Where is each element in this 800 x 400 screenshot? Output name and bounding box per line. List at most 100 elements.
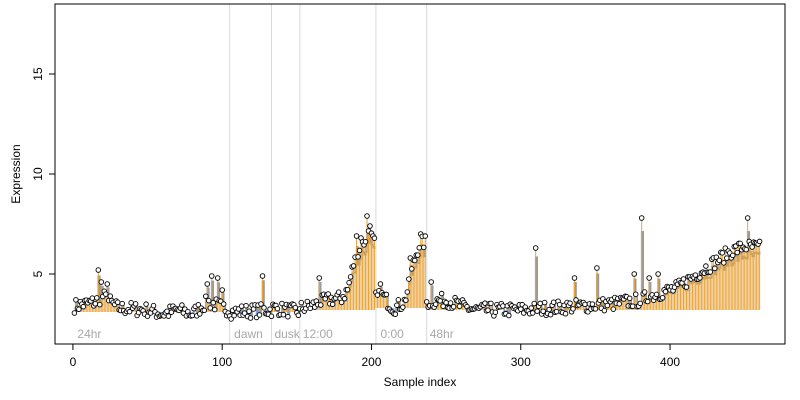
data-point xyxy=(644,298,651,305)
data-point xyxy=(653,291,660,298)
data-point xyxy=(119,300,125,307)
data-point xyxy=(743,246,749,253)
data-point xyxy=(247,315,254,321)
data-point xyxy=(404,289,411,295)
data-point xyxy=(589,301,596,307)
data-point xyxy=(683,284,690,290)
segment-label: 24hr xyxy=(77,327,101,341)
separator-layer xyxy=(229,4,428,344)
data-point xyxy=(195,301,202,308)
point-layer xyxy=(71,213,763,322)
data-point xyxy=(150,302,157,309)
data-point xyxy=(482,300,488,306)
x-axis-label: Sample index xyxy=(384,375,457,389)
data-point xyxy=(383,291,390,298)
data-point xyxy=(659,294,666,301)
data-point xyxy=(377,281,384,287)
data-point xyxy=(168,309,175,315)
y-tick-label: 15 xyxy=(31,67,45,81)
data-point xyxy=(422,233,428,239)
data-point xyxy=(231,312,237,319)
data-point xyxy=(626,295,633,302)
segment-label: 0:00 xyxy=(380,327,404,341)
data-point xyxy=(582,301,588,308)
data-point xyxy=(680,276,687,282)
data-point xyxy=(488,300,494,307)
data-point xyxy=(403,297,409,304)
data-point xyxy=(571,275,578,281)
data-point xyxy=(104,281,110,287)
data-point xyxy=(219,287,225,293)
y-axis: 5 10 15 xyxy=(31,67,55,277)
data-point xyxy=(189,312,196,319)
data-point xyxy=(298,299,305,306)
data-point xyxy=(547,311,554,318)
data-point xyxy=(347,274,354,280)
data-point xyxy=(556,301,563,308)
data-point xyxy=(197,311,203,317)
data-point xyxy=(629,303,636,309)
data-point xyxy=(280,311,287,318)
data-point xyxy=(592,306,599,312)
segment-label: 12:00 xyxy=(303,327,333,341)
data-point xyxy=(164,308,170,314)
data-point xyxy=(295,312,302,319)
data-point xyxy=(737,240,743,247)
data-point xyxy=(268,313,275,320)
data-point xyxy=(210,299,216,306)
data-point xyxy=(256,312,263,318)
data-point xyxy=(734,249,740,256)
data-point xyxy=(400,304,406,310)
data-point xyxy=(450,303,457,310)
data-point xyxy=(258,301,264,307)
data-point xyxy=(550,299,557,305)
data-point xyxy=(756,238,763,245)
y-tick-label: 10 xyxy=(31,167,45,181)
data-point xyxy=(531,300,537,307)
data-point xyxy=(356,247,363,254)
x-tick-label: 200 xyxy=(361,355,381,369)
data-point xyxy=(132,301,139,307)
data-point xyxy=(601,307,608,314)
data-point xyxy=(537,300,543,307)
data-point xyxy=(201,307,208,314)
segment-label: 48hr xyxy=(430,327,454,341)
data-point xyxy=(637,300,643,307)
data-point xyxy=(485,307,491,313)
data-point xyxy=(616,301,623,307)
data-point xyxy=(697,275,703,281)
data-point xyxy=(76,306,82,312)
data-point xyxy=(428,279,434,285)
data-point xyxy=(206,297,212,304)
data-point xyxy=(103,291,109,297)
data-point xyxy=(350,263,357,269)
data-point xyxy=(165,313,172,319)
data-point xyxy=(492,309,499,315)
segment-label: dusk xyxy=(274,327,300,341)
data-point xyxy=(730,252,736,259)
data-point xyxy=(546,306,552,313)
data-point xyxy=(447,300,454,306)
data-point xyxy=(261,305,267,311)
data-point xyxy=(420,244,427,251)
data-point xyxy=(721,260,727,266)
data-point xyxy=(238,303,245,309)
data-point xyxy=(540,308,546,314)
data-point xyxy=(355,254,361,260)
data-point xyxy=(749,244,755,250)
data-point xyxy=(456,303,463,310)
data-point xyxy=(353,233,360,239)
x-tick-label: 300 xyxy=(511,355,531,369)
data-point xyxy=(567,300,573,306)
data-point xyxy=(228,316,234,322)
segment-label: dawn xyxy=(234,327,263,341)
data-point xyxy=(114,299,121,306)
data-point xyxy=(724,255,730,261)
data-point xyxy=(395,297,402,303)
data-point xyxy=(529,310,536,316)
data-point xyxy=(341,295,348,302)
data-point xyxy=(89,295,96,301)
data-point xyxy=(73,297,79,303)
data-point xyxy=(371,235,378,241)
